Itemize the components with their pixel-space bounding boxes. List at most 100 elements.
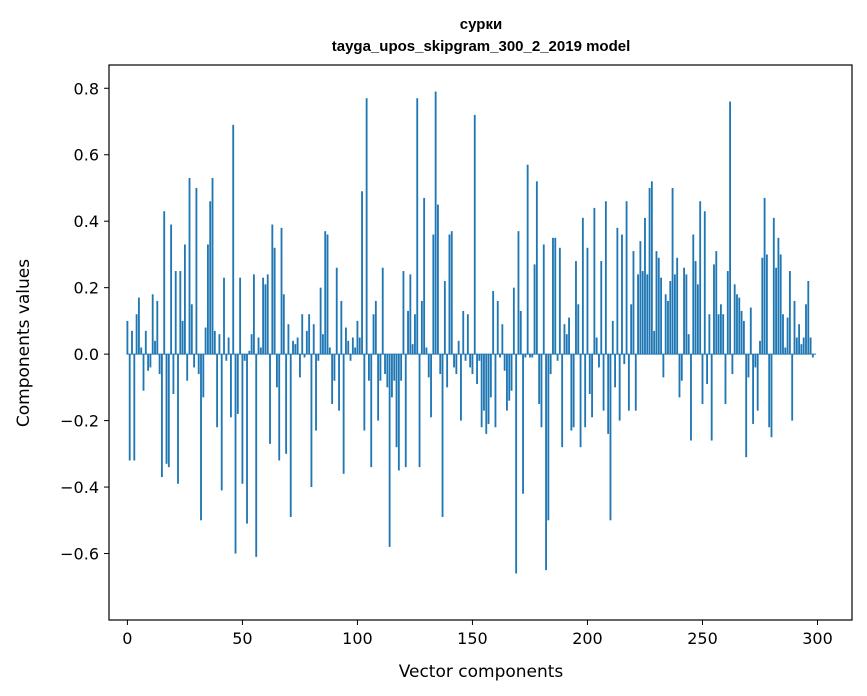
bar [349, 354, 352, 361]
y-axis: −0.6 −0.4 −0.2 0.0 0.2 0.4 0.6 0.8 [60, 79, 109, 564]
bar [485, 354, 488, 434]
bar [347, 340, 350, 355]
bar [724, 354, 727, 404]
bar [489, 354, 492, 398]
bar [678, 354, 681, 398]
bar [632, 251, 635, 355]
y-tick-label: −0.4 [60, 478, 99, 497]
bar [586, 247, 589, 355]
bar [250, 334, 253, 355]
bar [411, 344, 414, 355]
bar [581, 217, 584, 355]
bar [271, 224, 274, 355]
bar [137, 297, 140, 355]
bar [262, 277, 265, 355]
bar [572, 354, 575, 428]
bar [533, 264, 536, 355]
bar [618, 354, 621, 421]
bar [614, 354, 616, 388]
bar [370, 354, 373, 468]
bar [657, 257, 660, 355]
bar [809, 337, 812, 355]
bar [609, 354, 612, 521]
bar [738, 297, 741, 355]
bar [660, 277, 662, 355]
bar [595, 337, 598, 355]
bar [220, 354, 223, 491]
bar [273, 247, 276, 355]
bar [515, 354, 518, 574]
bar [584, 354, 587, 428]
bar [234, 354, 237, 554]
x-axis-label: Vector components [399, 662, 564, 682]
bar [483, 354, 485, 411]
bar [726, 271, 729, 355]
bar [563, 324, 566, 355]
bar [752, 354, 755, 424]
bar [768, 354, 771, 428]
x-tick-label: 150 [457, 629, 488, 648]
bar [588, 354, 591, 395]
bar [167, 354, 170, 468]
bar [407, 310, 409, 355]
bar [673, 274, 676, 355]
bar [299, 354, 301, 378]
bar [158, 354, 161, 375]
bar [259, 347, 262, 355]
bar [742, 320, 745, 355]
bar [303, 354, 306, 358]
bar [754, 354, 757, 368]
bar [696, 284, 699, 355]
bar [246, 354, 248, 524]
bar [788, 271, 791, 355]
bar [522, 354, 524, 494]
bar [683, 267, 685, 355]
bar [450, 231, 453, 355]
x-tick-label: 300 [802, 629, 833, 648]
y-tick-label: −0.6 [60, 545, 99, 564]
bar [331, 354, 334, 404]
bar [227, 337, 230, 355]
bar [506, 354, 508, 411]
bar [216, 354, 219, 428]
bar [374, 300, 377, 355]
bar [133, 354, 136, 461]
bar [717, 314, 720, 355]
bar [188, 177, 191, 355]
bar [784, 347, 787, 355]
bar [204, 327, 207, 355]
bar [740, 310, 743, 355]
bar [446, 354, 449, 388]
bar [554, 237, 557, 355]
y-axis-label: Components values [14, 259, 34, 427]
bar [577, 304, 580, 355]
bar [650, 181, 653, 355]
bar [154, 340, 156, 355]
bar [128, 354, 131, 461]
bar [278, 354, 281, 461]
bar [646, 274, 649, 355]
bar [811, 354, 814, 358]
x-tick-label: 200 [572, 629, 603, 648]
bar [531, 354, 534, 358]
bar [441, 354, 444, 517]
bar [397, 354, 400, 471]
bar [356, 320, 359, 355]
bar [476, 354, 478, 385]
bar [308, 314, 311, 355]
bar [404, 354, 407, 468]
bar [805, 304, 807, 355]
bar [558, 247, 561, 355]
bar [177, 354, 179, 484]
bar [549, 354, 552, 375]
bar [575, 261, 577, 355]
bar [460, 354, 462, 421]
bar [634, 354, 637, 411]
bar [542, 244, 545, 355]
bar [765, 254, 768, 355]
bar [236, 354, 239, 414]
bar [269, 354, 271, 444]
bar [552, 237, 554, 355]
bar [140, 347, 143, 355]
bar [759, 340, 761, 355]
